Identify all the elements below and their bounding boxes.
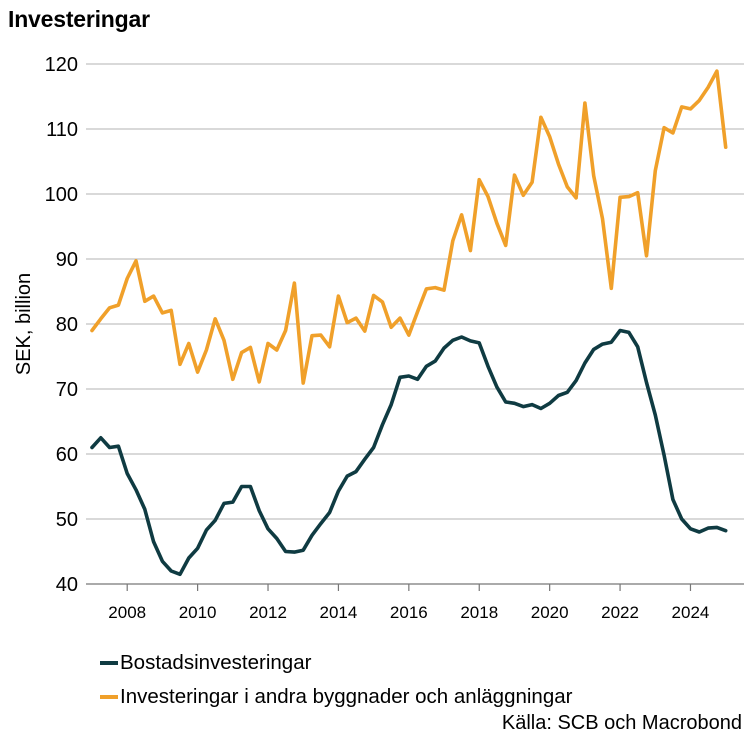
legend-item-andra: Investeringar i andra byggnader och anlä… [100,680,572,714]
x-tick-label: 2022 [601,603,639,622]
series-line-andra-byggnader [90,69,728,385]
x-tick-label: 2018 [460,603,498,622]
y-tick-label: 120 [45,54,78,76]
source-note: Källa: SCB och Macrobond [501,712,742,734]
y-tick-label: 70 [56,379,78,401]
x-tick-label: 2010 [179,603,217,622]
x-tick-label: 2020 [531,603,569,622]
y-tick-label: 90 [56,249,78,271]
x-tick-label: 2016 [390,603,428,622]
legend: Bostadsinvesteringar Investeringar i and… [100,646,572,714]
y-tick-label: 60 [56,444,78,466]
y-tick-label: 80 [56,314,78,336]
chart-title: Investeringar [8,6,150,32]
y-axis-label: SEK, billion [13,273,35,375]
legend-swatch-andra [100,695,118,699]
x-tick-label: 2012 [249,603,287,622]
y-tick-label: 50 [56,509,78,531]
y-tick-label: 40 [56,574,78,596]
legend-label-bostad: Bostadsinvesteringar [120,651,312,674]
legend-swatch-bostad [100,661,118,665]
x-tick-label: 2024 [672,603,710,622]
y-tick-label: 110 [46,119,78,141]
legend-label-andra: Investeringar i andra byggnader och anlä… [120,685,573,708]
x-tick-label: 2014 [320,603,358,622]
legend-item-bostad: Bostadsinvesteringar [100,646,572,680]
y-tick-label: 100 [45,184,78,206]
series-line-bostadsinvesteringar [90,328,728,577]
x-tick-label: 2008 [108,603,146,622]
